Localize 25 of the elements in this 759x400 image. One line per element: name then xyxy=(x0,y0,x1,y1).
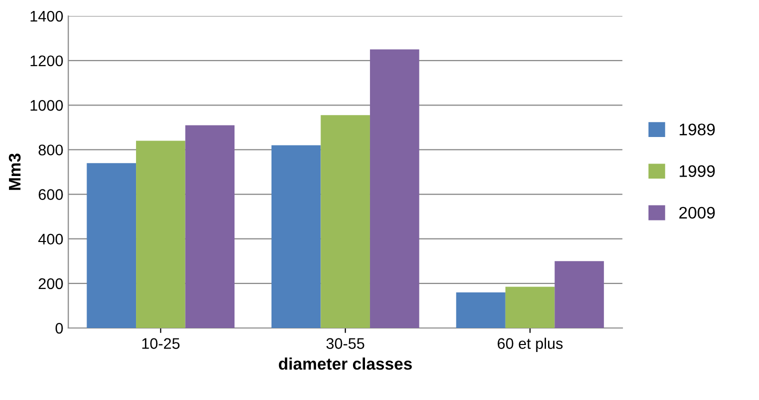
y-tick-label: 800 xyxy=(38,144,63,156)
bar xyxy=(554,261,604,328)
bar xyxy=(456,292,506,328)
legend-label: 2009 xyxy=(679,206,715,219)
x-tick-label: 60 et plus xyxy=(498,338,563,352)
bar xyxy=(136,140,186,328)
y-tick-label: 400 xyxy=(38,234,63,245)
bar xyxy=(86,163,136,328)
x-axis-title: diameter classes xyxy=(278,358,412,370)
bar xyxy=(185,125,235,328)
bar xyxy=(271,145,321,328)
y-tick-label: 1400 xyxy=(30,10,63,22)
y-tick-label: 1000 xyxy=(30,100,63,111)
x-tick-label: 10-25 xyxy=(142,338,180,349)
legend-label: 1989 xyxy=(680,124,715,136)
y-axis-title: Mm3 xyxy=(8,154,21,190)
y-tick-label: 1200 xyxy=(30,55,63,66)
y-tick-label: 200 xyxy=(38,278,63,290)
legend-label: 1999 xyxy=(680,165,715,178)
bar xyxy=(320,115,370,328)
y-tick-label: 0 xyxy=(56,322,63,334)
x-tick-label: 30-55 xyxy=(326,338,364,349)
bar xyxy=(505,286,555,328)
y-tick-label: 600 xyxy=(38,189,63,200)
bar xyxy=(370,49,420,328)
